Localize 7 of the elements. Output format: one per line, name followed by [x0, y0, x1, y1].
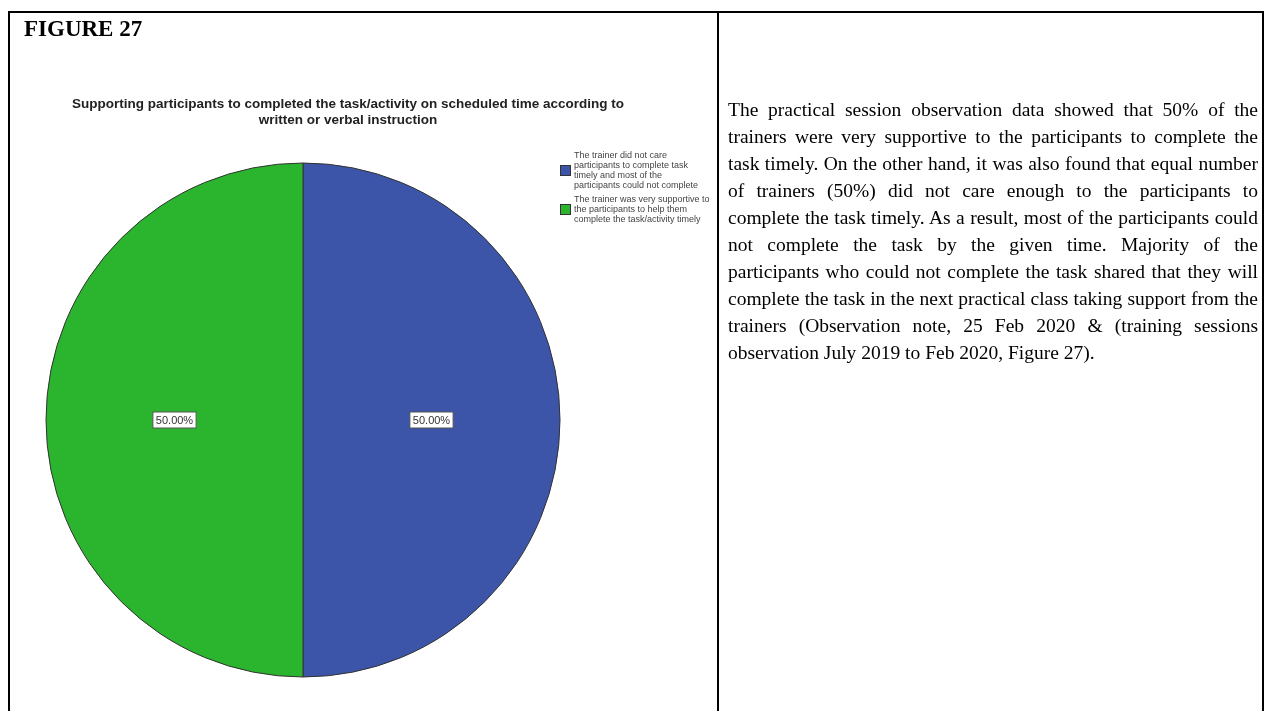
legend-label: The trainer did not care participants to complete task timely and most of the participants could not complete [574, 150, 700, 190]
data-label: 50.00% [412, 414, 451, 426]
caption: FIGURE 27 [24, 16, 143, 42]
legend-label: The trainer was very supportive to the participants to help them complete the task/activity timely [574, 194, 710, 224]
chart-title: Supporting participants to completed the task/activity on scheduled time according to written or verbal instruction [70, 96, 626, 128]
text: The practical session observation data showed that 50% of the trainers were very supportive to the participants to complete the task timely. On the other hand, it was also found that equal number of trainers (50%) did not care enough to the participants to complete the task timely. As a result, most of the participants could not complete the task by the given time. Majority of the participants who could not complete the task shared that they will complete the task in the next practical class taking support from the trainers (Observation note, 25 Feb 2020 & (training sessions observation July 2019 to Feb 2020, Figure 27). [728, 99, 1258, 363]
data-label: 50.00% [155, 414, 194, 426]
